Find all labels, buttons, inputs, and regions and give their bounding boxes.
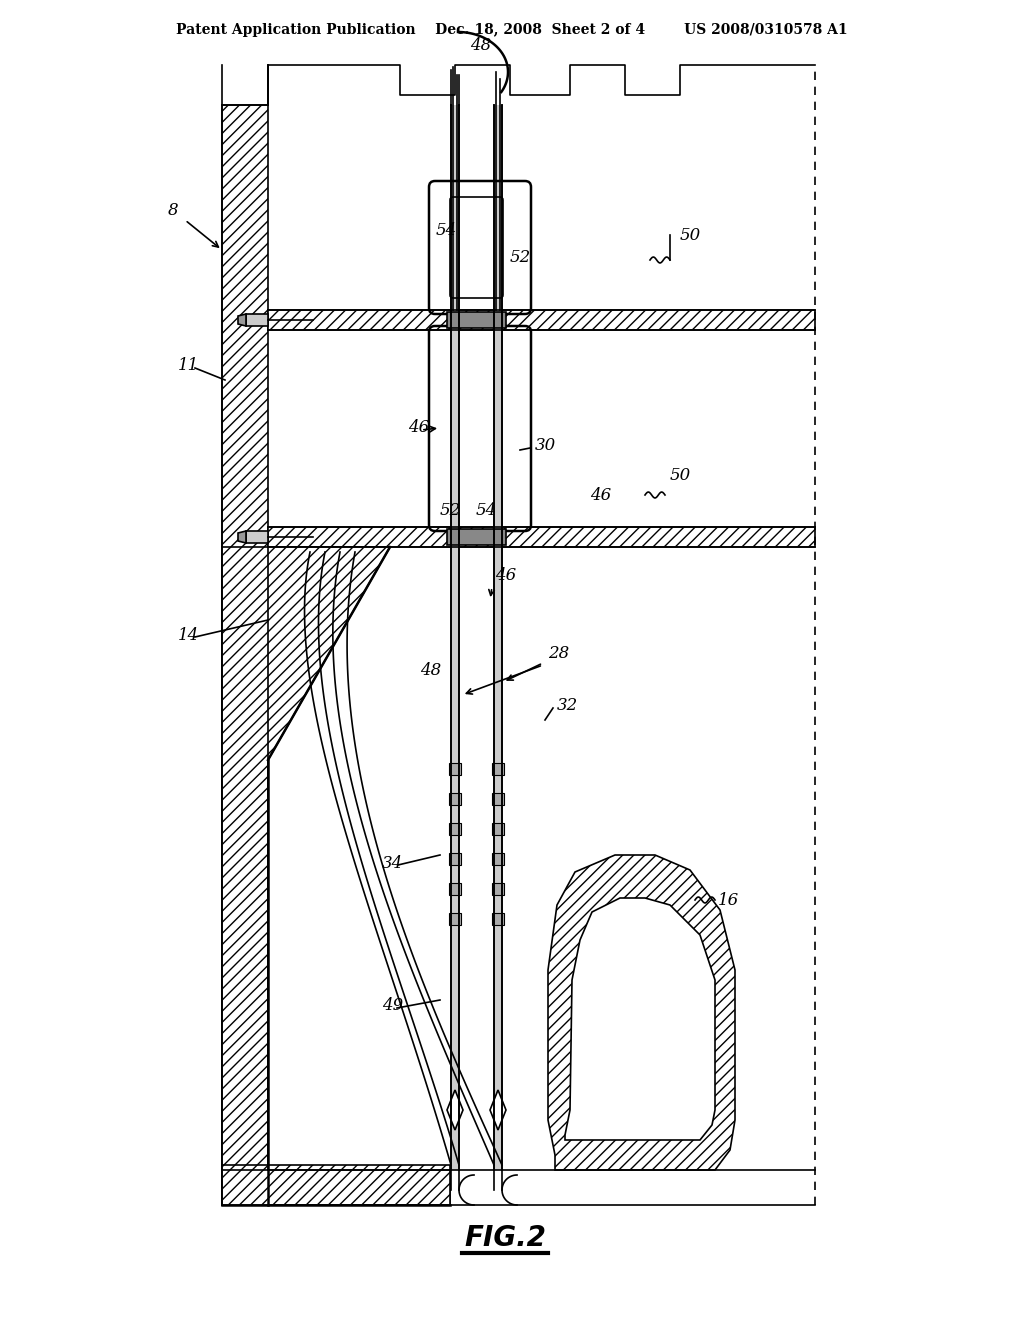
Polygon shape <box>222 106 268 1205</box>
Text: 48: 48 <box>420 663 441 678</box>
Text: 30: 30 <box>535 437 556 454</box>
Bar <box>449 763 461 775</box>
Polygon shape <box>447 529 506 545</box>
Bar <box>449 822 461 836</box>
Polygon shape <box>238 531 246 543</box>
Bar <box>492 822 504 836</box>
Text: 16: 16 <box>718 892 739 909</box>
Text: 52: 52 <box>510 249 531 267</box>
Bar <box>449 853 461 865</box>
Text: 34: 34 <box>382 855 403 873</box>
Text: 48: 48 <box>470 37 492 54</box>
Bar <box>492 763 504 775</box>
Polygon shape <box>268 310 815 330</box>
Bar <box>449 883 461 895</box>
Text: 46: 46 <box>408 418 429 436</box>
Text: 46: 46 <box>495 568 516 583</box>
Bar <box>492 793 504 805</box>
Text: 11: 11 <box>178 356 200 374</box>
Bar <box>492 883 504 895</box>
Text: 49: 49 <box>382 997 403 1014</box>
Text: Patent Application Publication    Dec. 18, 2008  Sheet 2 of 4        US 2008/031: Patent Application Publication Dec. 18, … <box>176 22 848 37</box>
Polygon shape <box>447 1090 463 1130</box>
Text: 14: 14 <box>178 627 200 644</box>
Bar <box>492 853 504 865</box>
Polygon shape <box>548 855 735 1170</box>
Bar <box>246 314 268 326</box>
Bar <box>246 531 268 543</box>
Bar <box>449 913 461 925</box>
Text: 50: 50 <box>680 227 701 244</box>
Text: 28: 28 <box>548 645 569 663</box>
Text: 50: 50 <box>670 467 691 484</box>
Text: 32: 32 <box>557 697 579 714</box>
Polygon shape <box>268 527 815 546</box>
Polygon shape <box>490 1090 506 1130</box>
Bar <box>449 793 461 805</box>
Bar <box>492 913 504 925</box>
Text: FIG.2: FIG.2 <box>464 1224 546 1251</box>
Polygon shape <box>222 1166 450 1205</box>
Polygon shape <box>447 312 506 327</box>
Text: 52: 52 <box>440 502 461 519</box>
Text: 54: 54 <box>476 502 498 519</box>
Polygon shape <box>494 106 502 1170</box>
Text: 46: 46 <box>590 487 611 504</box>
Text: 8: 8 <box>168 202 178 219</box>
Polygon shape <box>565 898 715 1140</box>
Text: 54: 54 <box>436 222 458 239</box>
Polygon shape <box>222 1170 450 1205</box>
Polygon shape <box>238 314 246 326</box>
Polygon shape <box>451 106 459 1170</box>
Polygon shape <box>222 546 390 1205</box>
